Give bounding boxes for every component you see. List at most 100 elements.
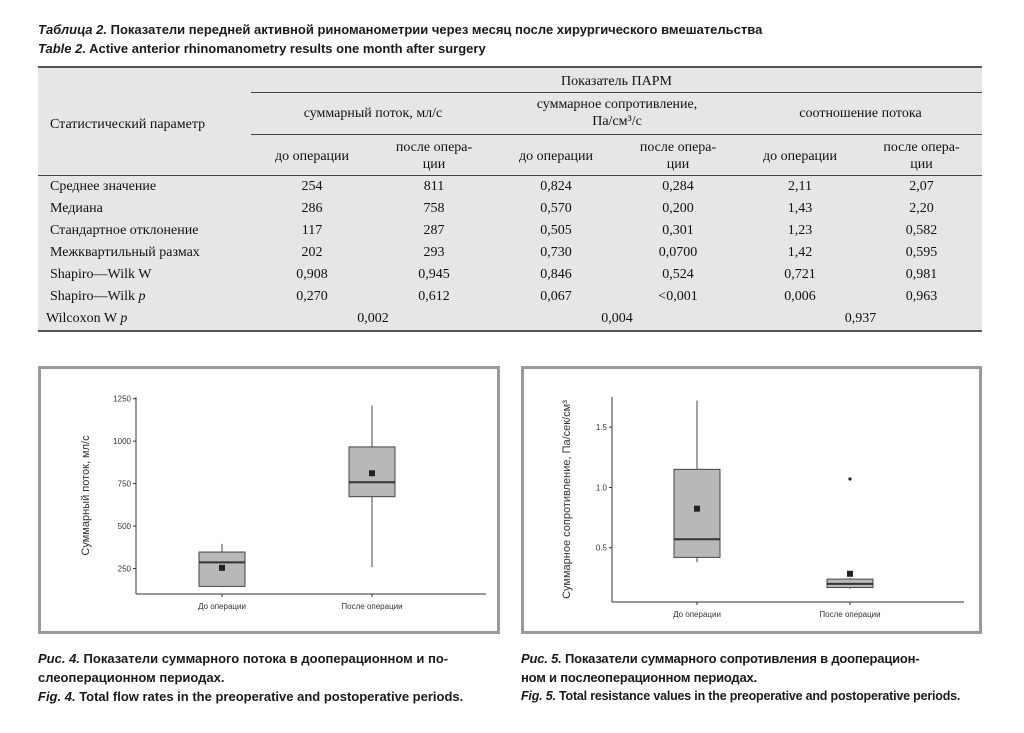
figure-5-panel: 0.5 1.0 1.5 Суммарное сопротивление, Па/сек… xyxy=(521,366,982,634)
cell: 0,721 xyxy=(784,267,816,282)
figure-4-panel: 250 500 750 1000 1250 Суммарный поток, мл/с До… xyxy=(38,366,500,634)
cell: 0,612 xyxy=(418,289,450,304)
figure-4-caption: Рис. 4. Показатели суммарного потока в д… xyxy=(38,649,508,706)
y-tick-label: 0.5 xyxy=(596,544,608,553)
fig5-ru-label: Рис. 5. xyxy=(521,651,562,666)
x-tick-label: После операции xyxy=(341,602,402,611)
subheader-after-1: после опера- xyxy=(395,140,473,155)
cell: 0,200 xyxy=(662,201,694,216)
cell: 0,0700 xyxy=(658,245,698,260)
x-tick-label: До операции xyxy=(198,602,246,611)
y-tick-label: 1.0 xyxy=(596,483,608,492)
row-label: Среднее значение xyxy=(50,179,157,194)
cell: 0,908 xyxy=(296,267,328,282)
cell: 1,42 xyxy=(787,245,813,260)
cell: 0,595 xyxy=(905,245,938,260)
figure-5-caption: Рис. 5. Показатели суммарного сопротивле… xyxy=(521,649,991,706)
cell: 0,002 xyxy=(357,311,389,326)
subheader-after-1: после опера- xyxy=(883,140,960,155)
iqr-box xyxy=(673,468,721,558)
table-caption-ru-label: Таблица 2. xyxy=(38,22,107,37)
cell: 202 xyxy=(301,245,323,260)
header-resistance-1: суммарное сопротивление, xyxy=(536,97,698,112)
outlier-point xyxy=(848,477,852,481)
cell: 0,570 xyxy=(540,201,572,216)
cell: 0,824 xyxy=(540,179,572,194)
rule xyxy=(38,175,982,176)
cell: 0,582 xyxy=(905,223,938,238)
table-caption-en-label: Table 2. xyxy=(38,41,86,56)
flow-boxplot: 250 500 750 1000 1250 Суммарный поток, мл/с До… xyxy=(80,395,486,611)
header-flow-ratio: соотношение потока xyxy=(799,106,922,121)
fig4-caption-ru: Рис. 4. Показатели суммарного потока в д… xyxy=(38,649,508,687)
x-tick-label: После операции xyxy=(819,610,880,619)
cell: 0,981 xyxy=(905,267,938,282)
row-label: Стандартное отклонение xyxy=(50,223,199,238)
mean-marker xyxy=(847,570,853,577)
cell: 1,23 xyxy=(787,223,813,238)
fig5-ru-text-2: ном и послеоперационном периодах. xyxy=(521,670,757,685)
y-axis-label: Суммарный поток, мл/с xyxy=(80,435,92,556)
cell: 0,505 xyxy=(540,223,572,238)
cell: 0,004 xyxy=(601,311,633,326)
row-label-text: Shapiro—Wilk xyxy=(50,289,139,304)
fig4-en-label: Fig. 4. xyxy=(38,689,76,704)
cell: 0,284 xyxy=(662,179,694,194)
table-caption-en-text: Active anterior rhinomanometry results o… xyxy=(89,41,486,56)
fig4-en-text: Total flow rates in the preoperative and… xyxy=(79,689,464,704)
rule xyxy=(251,134,982,135)
table-caption-ru: Таблица 2. Показатели передней активной … xyxy=(38,22,762,37)
rule xyxy=(251,92,982,93)
cell: 0,963 xyxy=(905,289,938,304)
fig4-ru-label: Рис. 4. xyxy=(38,651,80,666)
y-tick-label: 500 xyxy=(118,522,132,531)
row-label-italic: p xyxy=(138,289,146,304)
resistance-boxplot: 0.5 1.0 1.5 Суммарное сопротивление, Па/сек… xyxy=(561,397,964,619)
cell: 0,301 xyxy=(662,223,694,238)
fig5-caption-ru: Рис. 5. Показатели суммарного сопротивле… xyxy=(521,649,991,687)
cell: <0,001 xyxy=(658,289,698,304)
fig5-ru-text-1: Показатели суммарного сопротивления в до… xyxy=(564,651,920,666)
cell: 287 xyxy=(423,223,445,238)
subheader-before: до операции xyxy=(274,149,350,164)
subheader-after-2: ции xyxy=(666,157,690,172)
table-caption-en: Table 2. Active anterior rhinomanometry … xyxy=(38,41,486,56)
subheader-before: до операции xyxy=(762,149,838,164)
cell: 0,730 xyxy=(540,245,572,260)
fig5-caption-en: Fig. 5. Total resistance values in the p… xyxy=(521,687,991,706)
cell: 293 xyxy=(423,245,445,260)
row-label: Wilcoxon W p xyxy=(46,310,127,327)
header-resistance-2: Па/см³/с xyxy=(592,114,642,129)
fig5-en-text: Total resistance values in the preoperat… xyxy=(559,689,961,703)
row-label: Shapiro—Wilk W xyxy=(50,267,152,282)
row-label-text: Wilcoxon W xyxy=(46,311,121,326)
cell: 0,270 xyxy=(296,289,328,304)
fig4-caption-en: Fig. 4. Total flow rates in the preopera… xyxy=(38,687,508,706)
cell: 758 xyxy=(423,201,445,216)
cell: 0,945 xyxy=(418,267,450,282)
cell: 2,07 xyxy=(909,179,934,194)
fig4-ru-text-1: Показатели суммарного потока в доопераци… xyxy=(83,651,449,666)
cell: 286 xyxy=(301,201,323,216)
subheader-before: до операции xyxy=(518,149,594,164)
header-stat-param: Статистический параметр xyxy=(50,117,206,132)
mean-marker xyxy=(219,564,225,571)
cell: 0,846 xyxy=(540,267,572,282)
cell: 2,20 xyxy=(909,201,934,216)
row-label: Shapiro—Wilk p xyxy=(50,288,145,305)
y-axis-label: Суммарное сопротивление, Па/сек/см³ xyxy=(561,400,573,599)
y-tick-label: 250 xyxy=(118,565,132,574)
row-label: Межквартильный размах xyxy=(50,245,200,260)
header-flow: суммарный поток, мл/с xyxy=(303,106,443,121)
x-tick-label: До операции xyxy=(673,610,721,619)
subheader-after-1: после опера- xyxy=(639,140,717,155)
mean-marker xyxy=(694,505,700,512)
cell: 0,067 xyxy=(540,289,572,304)
cell: 811 xyxy=(423,179,445,194)
rhinomanometry-table: Показатель ПАРМ Статистический параметр … xyxy=(38,66,982,332)
cell: 117 xyxy=(301,223,323,238)
cell: 254 xyxy=(301,179,323,194)
fig5-en-label: Fig. 5. xyxy=(521,689,556,703)
table-caption-ru-text: Показатели передней активной риноманомет… xyxy=(110,22,763,37)
y-tick-label: 1.5 xyxy=(596,423,608,432)
